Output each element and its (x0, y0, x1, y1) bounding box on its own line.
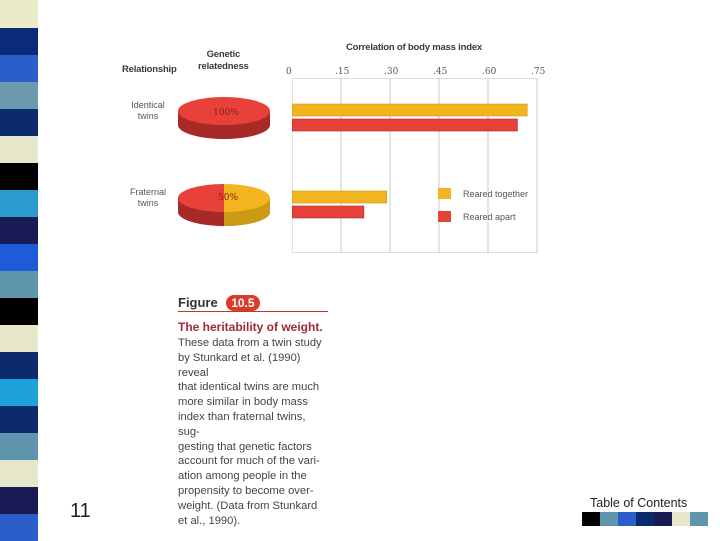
stripe-block (0, 378, 38, 406)
bar-together-fraternal (292, 190, 388, 204)
stripe-block (0, 432, 38, 460)
figure-caption: Figure 10.5 The heritability of weight. … (178, 294, 338, 527)
legend-label-apart: Reared apart (463, 212, 516, 222)
stripe-block (0, 162, 38, 190)
table-of-contents-link[interactable]: Table of Contents (590, 496, 688, 510)
stripe-block (0, 81, 38, 109)
bar-plot (292, 78, 538, 253)
pie-fraternal: 50% (178, 184, 270, 226)
stripe-block (0, 270, 38, 298)
x-tick-label: 0 (286, 67, 292, 77)
footer-swatch (600, 512, 618, 526)
stripe-block (0, 459, 38, 487)
figure-number-badge: 10.5 (226, 295, 260, 311)
footer-swatches (582, 512, 708, 526)
x-tick-label: .75 (531, 67, 546, 77)
relatedness-pies: 100% 50% (178, 97, 270, 226)
stripe-block (0, 189, 38, 217)
footer-swatch (672, 512, 690, 526)
stripe-block (0, 0, 38, 28)
figure-title: The heritability of weight. (178, 320, 323, 334)
heritability-chart: Relationship Genetic relatedness Correla… (120, 40, 550, 270)
figure-word: Figure (178, 295, 218, 310)
figure-rule (178, 311, 328, 312)
relationship-header: Relationship (122, 64, 177, 75)
decorative-stripe (0, 0, 64, 541)
genetic-header: Genetic relatedness (198, 49, 249, 72)
stripe-block (0, 513, 38, 541)
stripe-block (0, 351, 38, 379)
stripe-block (0, 27, 38, 55)
figure-body: These data from a twin study by Stunkard… (178, 337, 322, 527)
row-label-fraternal: Fraternal twins (129, 187, 166, 208)
x-tick-label: .15 (335, 67, 350, 77)
row-label-identical: Identical twins (131, 100, 165, 121)
footer-swatch (654, 512, 672, 526)
legend-label-together: Reared together (463, 189, 529, 199)
stripe-edge (38, 0, 64, 540)
footer-swatch (618, 512, 636, 526)
stripe-block (0, 324, 38, 352)
x-tick-label: .30 (384, 67, 399, 77)
stripe-block (0, 135, 38, 163)
bar-apart-identical (292, 118, 518, 132)
pie-label-identical: 100% (213, 108, 239, 118)
stripe-block (0, 297, 38, 325)
stripe-block (0, 216, 38, 244)
stripe-block (0, 108, 38, 136)
footer-swatch (582, 512, 600, 526)
bar-apart-fraternal (292, 205, 365, 219)
page-number: 11 (70, 500, 91, 522)
stripe-block (0, 405, 38, 433)
footer-swatch (636, 512, 654, 526)
x-tick-label: .60 (482, 67, 497, 77)
bar-together-identical (292, 103, 528, 117)
correlation-header: Correlation of body mass index (346, 42, 482, 53)
footer-swatch (690, 512, 708, 526)
legend-swatch-together (438, 188, 451, 199)
legend-swatch-apart (438, 211, 451, 222)
pie-identical: 100% (178, 97, 270, 139)
stripe-block (0, 486, 38, 514)
stripe-block (0, 243, 38, 271)
x-tick-label: .45 (433, 67, 448, 77)
stripe-block (0, 54, 38, 82)
pie-label-fraternal: 50% (218, 193, 238, 203)
